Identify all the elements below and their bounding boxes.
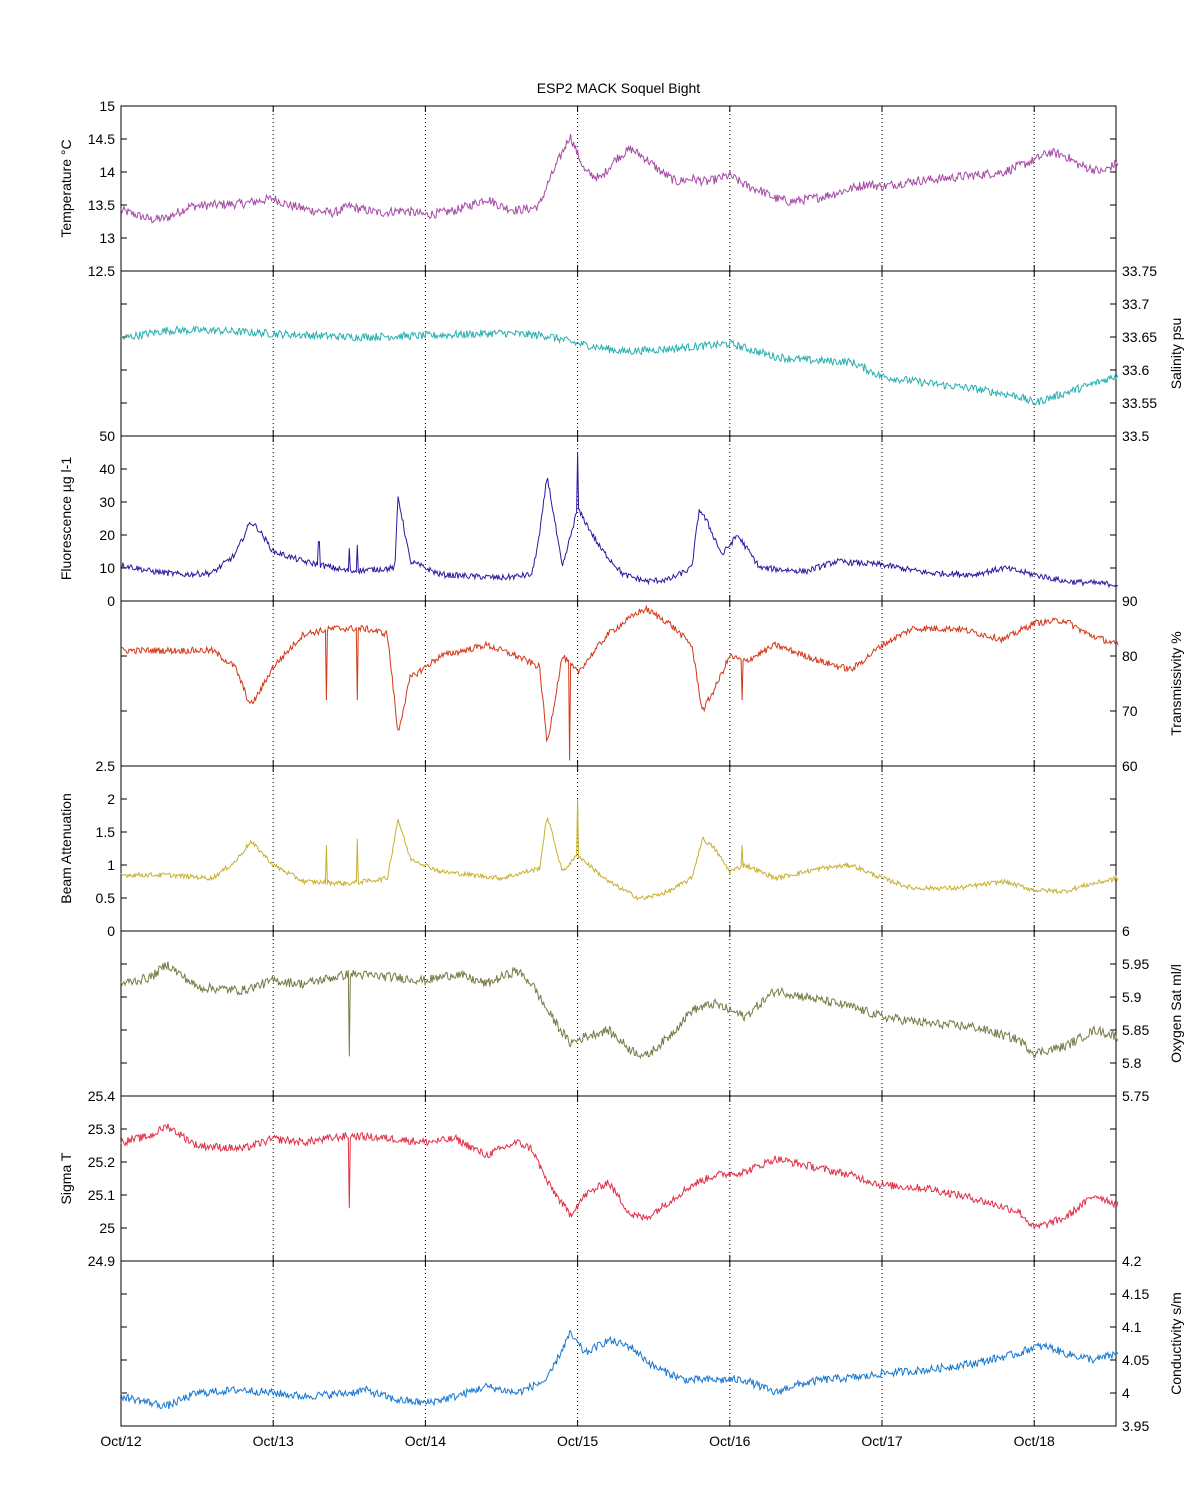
- panel-1: 12.5 13 13.5 14 14.5 15 Temperature °C: [58, 98, 1119, 279]
- y-tick-label: 5.95: [1122, 956, 1149, 972]
- x-tick-label: Oct/17: [861, 1433, 902, 1449]
- panel-frame: [120, 930, 1117, 1097]
- y-axis-label: Beam Attenuation: [58, 793, 74, 904]
- series-line: [120, 1123, 1119, 1231]
- panel-frame: [120, 765, 1117, 932]
- series-line: [120, 452, 1118, 589]
- y-tick-label: 14: [99, 164, 115, 180]
- y-axis-label: Salinity psu: [1168, 318, 1184, 390]
- panel-frame: [120, 105, 1117, 272]
- y-tick-label: 25.3: [88, 1121, 115, 1137]
- y-tick-label: 4: [1122, 1385, 1130, 1401]
- y-tick-label: 6: [1122, 923, 1130, 939]
- y-tick-label: 80: [1122, 648, 1138, 664]
- panel-3: 0 10 20 30 40 50 Fluorescence µg l-1: [58, 428, 1118, 609]
- y-tick-label: 33.5: [1122, 428, 1149, 444]
- y-axis-label: Sigma T: [58, 1152, 74, 1204]
- y-tick-label: 10: [99, 560, 115, 576]
- y-tick-label: 2: [107, 791, 115, 807]
- y-tick-label: 13: [99, 230, 115, 246]
- y-tick-label: 4.05: [1122, 1352, 1149, 1368]
- y-tick-label: 5.8: [1122, 1055, 1142, 1071]
- y-tick-label: 33.6: [1122, 362, 1149, 378]
- panel-5: 0 0.5 1 1.5 2 2.5 Beam Attenuation: [58, 758, 1119, 939]
- y-tick-label: 24.9: [88, 1253, 115, 1269]
- y-tick-label: 2.5: [96, 758, 116, 774]
- y-tick-label: 14.5: [88, 131, 115, 147]
- y-tick-label: 0: [107, 923, 115, 939]
- panel-6: 5.75 5.8 5.85 5.9 5.95 6 Oxygen Sat ml/l: [120, 923, 1184, 1104]
- x-tick-label: Oct/18: [1014, 1433, 1055, 1449]
- y-tick-label: 20: [99, 527, 115, 543]
- panel-4: 60 70 80 90 Transmissivity %: [120, 593, 1184, 774]
- series-line: [120, 325, 1119, 406]
- panel-frame: [120, 600, 1117, 767]
- y-tick-label: 5.9: [1122, 989, 1142, 1005]
- y-tick-label: 4.1: [1122, 1319, 1142, 1335]
- y-tick-label: 25.1: [88, 1187, 115, 1203]
- y-tick-label: 1: [107, 857, 115, 873]
- series-line: [120, 961, 1119, 1060]
- y-tick-label: 25: [99, 1220, 115, 1236]
- y-tick-label: 70: [1122, 703, 1138, 719]
- y-tick-label: 3.95: [1122, 1418, 1149, 1434]
- panel-8: 3.95 4 4.05 4.1 4.15 4.2 Conductivity s/m: [120, 1253, 1184, 1434]
- y-tick-label: 1.5: [96, 824, 116, 840]
- y-tick-label: 50: [99, 428, 115, 444]
- series-line: [120, 604, 1119, 761]
- series-line: [120, 798, 1119, 901]
- y-tick-label: 0.5: [96, 890, 116, 906]
- series-line: [120, 134, 1119, 224]
- x-tick-label: Oct/13: [253, 1433, 294, 1449]
- y-tick-label: 25.2: [88, 1154, 115, 1170]
- y-tick-label: 5.85: [1122, 1022, 1149, 1038]
- y-tick-label: 33.55: [1122, 395, 1157, 411]
- y-tick-label: 5.75: [1122, 1088, 1149, 1104]
- y-tick-label: 33.65: [1122, 329, 1157, 345]
- y-tick-label: 4.15: [1122, 1286, 1149, 1302]
- y-axis-label: Conductivity s/m: [1168, 1292, 1184, 1395]
- y-tick-label: 13.5: [88, 197, 115, 213]
- x-tick-label: Oct/12: [100, 1433, 141, 1449]
- chart-title: ESP2 MACK Soquel Bight: [537, 80, 701, 96]
- y-tick-label: 12.5: [88, 263, 115, 279]
- series-line: [120, 1330, 1119, 1410]
- panel-7: 24.9 25 25.1 25.2 25.3 25.4 Sigma T: [58, 1088, 1119, 1269]
- y-tick-label: 25.4: [88, 1088, 115, 1104]
- y-tick-label: 0: [107, 593, 115, 609]
- y-axis-label: Transmissivity %: [1168, 631, 1184, 736]
- y-tick-label: 30: [99, 494, 115, 510]
- x-tick-label: Oct/16: [709, 1433, 750, 1449]
- y-tick-label: 40: [99, 461, 115, 477]
- panel-2: 33.5 33.55 33.6 33.65 33.7 33.75 Salinity psu: [120, 263, 1184, 444]
- panel-frame: [120, 1095, 1117, 1262]
- y-axis-label: Temperature °C: [58, 139, 74, 237]
- y-axis-label: Fluorescence µg l-1: [58, 457, 74, 580]
- y-tick-label: 15: [99, 98, 115, 114]
- y-tick-label: 90: [1122, 593, 1138, 609]
- y-tick-label: 33.75: [1122, 263, 1157, 279]
- panel-frame: [120, 1260, 1117, 1427]
- x-tick-label: Oct/15: [557, 1433, 598, 1449]
- y-tick-label: 4.2: [1122, 1253, 1142, 1269]
- y-tick-label: 33.7: [1122, 296, 1149, 312]
- y-axis-label: Oxygen Sat ml/l: [1168, 964, 1184, 1063]
- x-tick-label: Oct/14: [405, 1433, 446, 1449]
- y-tick-label: 60: [1122, 758, 1138, 774]
